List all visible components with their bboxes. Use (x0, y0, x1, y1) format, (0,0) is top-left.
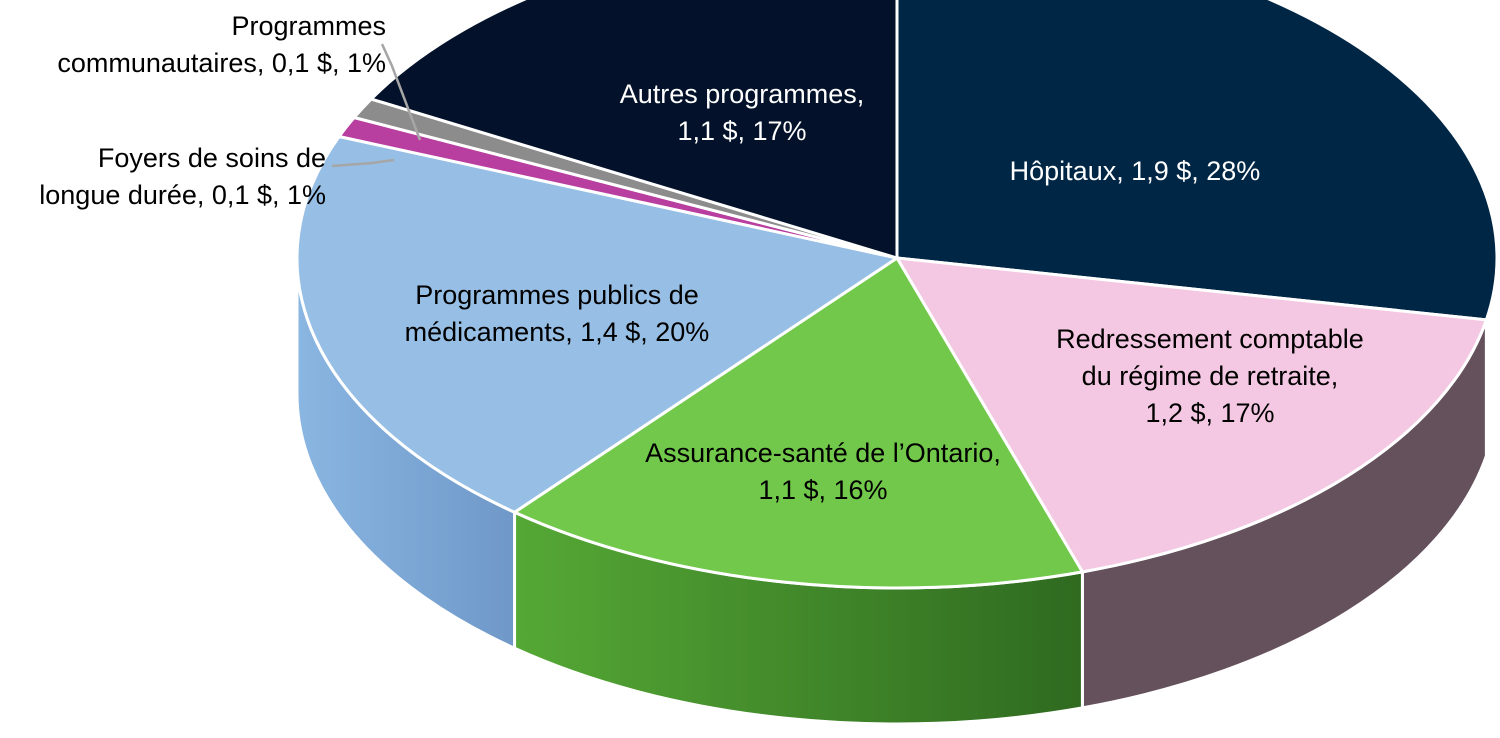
slice-autres-programmes (369, 0, 899, 260)
slice-redressement-comptable-du-regime-de-retraite (895, 256, 1488, 574)
slice-label-programmes-communautaires-line-1: Programmes (231, 11, 386, 41)
slice-label-foyers-de-soins-de-longue-duree-line-1: Foyers de soins de (98, 143, 326, 173)
slice-programmes-publics-de-medicaments (295, 135, 899, 514)
leader-lines (331, 43, 422, 168)
slice-label-programmes-publics-de-medicaments-line-1: Programmes publics de (415, 280, 699, 310)
leader-line-programmes-communautaires (380, 43, 422, 141)
slice-label-autres-programmes-line-2: 1,1 $, 17% (677, 116, 806, 146)
slice-labels: Hôpitaux, 1,9 $, 28% Redressement comptab… (39, 11, 1364, 505)
slice-label-redressement-comptable-du-regime-de-retraite-line-1: Redressement comptable (1056, 324, 1364, 354)
slice-label-foyers-de-soins-de-longue-duree-line-2: longue durée, 0,1 $, 1% (39, 180, 326, 210)
pie-tops (295, 0, 1499, 590)
slice-assurance-sante-de-l-ontario (513, 256, 1084, 590)
slice-label-autres-programmes-line-1: Autres programmes, (620, 79, 865, 109)
slice-label-redressement-comptable-du-regime-de-retraite-line-3: 1,2 $, 17% (1145, 398, 1274, 428)
slice-label-hopitaux-line-1: Hôpitaux, 1,9 $, 28% (1010, 156, 1261, 186)
slice-label-assurance-sante-de-l-ontario-line-1: Assurance-santé de l’Ontario, (645, 438, 1001, 468)
pie-sides (295, 257, 1488, 726)
slice-label-redressement-comptable-du-regime-de-retraite-line-2: du régime de retraite, (1082, 361, 1339, 391)
leader-line-foyers-de-soins-de-longue-duree (331, 158, 395, 168)
slice-hopitaux (895, 0, 1499, 322)
slice-label-programmes-publics-de-medicaments-line-2: médicaments, 1,4 $, 20% (405, 317, 710, 347)
slice-label-programmes-communautaires-line-2: communautaires, 0,1 $, 1% (57, 48, 386, 78)
slice-label-assurance-sante-de-l-ontario-line-2: 1,1 $, 16% (758, 475, 887, 505)
